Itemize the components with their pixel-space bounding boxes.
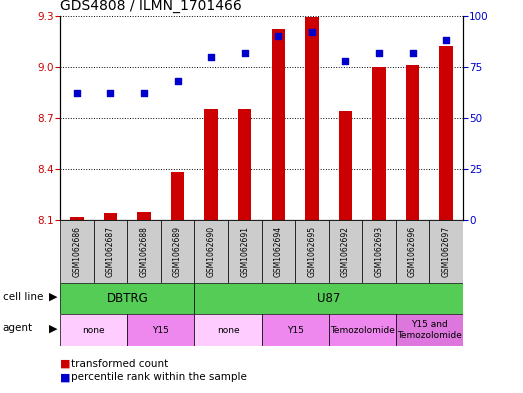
Text: GSM1062696: GSM1062696 [408, 226, 417, 277]
Point [375, 50, 383, 56]
Point [241, 50, 249, 56]
Bar [439, 46, 453, 220]
Bar [396, 220, 429, 283]
Bar [406, 65, 419, 220]
Bar [127, 314, 195, 346]
Text: Y15: Y15 [152, 326, 169, 334]
Point [341, 57, 349, 64]
Text: ▶: ▶ [49, 292, 57, 302]
Text: GSM1062692: GSM1062692 [341, 226, 350, 277]
Point [207, 53, 215, 60]
Bar [372, 67, 385, 220]
Text: GSM1062687: GSM1062687 [106, 226, 115, 277]
Text: Y15: Y15 [287, 326, 303, 334]
Bar [171, 173, 184, 220]
Bar [60, 314, 127, 346]
Bar [204, 109, 218, 220]
Text: ■: ■ [60, 358, 71, 369]
Text: percentile rank within the sample: percentile rank within the sample [71, 372, 246, 382]
Bar [328, 314, 396, 346]
Text: ■: ■ [60, 372, 71, 382]
Text: GDS4808 / ILMN_1701466: GDS4808 / ILMN_1701466 [60, 0, 242, 13]
Bar [305, 17, 319, 220]
Bar [339, 111, 352, 220]
Bar [104, 213, 117, 220]
Text: GSM1062695: GSM1062695 [308, 226, 316, 277]
Bar [429, 220, 463, 283]
Text: GSM1062688: GSM1062688 [140, 226, 149, 277]
Text: DBTRG: DBTRG [106, 292, 148, 305]
Point [408, 50, 417, 56]
Bar [228, 220, 262, 283]
Text: none: none [83, 326, 105, 334]
Point [308, 29, 316, 35]
Text: transformed count: transformed count [71, 358, 168, 369]
Bar [138, 211, 151, 220]
Text: GSM1062694: GSM1062694 [274, 226, 283, 277]
Bar [362, 220, 396, 283]
Point [442, 37, 450, 43]
Bar [396, 314, 463, 346]
Bar [195, 314, 262, 346]
Text: ▶: ▶ [49, 323, 57, 333]
Point [106, 90, 115, 97]
Text: cell line: cell line [3, 292, 43, 302]
Text: Y15 and
Temozolomide: Y15 and Temozolomide [397, 320, 462, 340]
Text: GSM1062689: GSM1062689 [173, 226, 182, 277]
Text: GSM1062693: GSM1062693 [374, 226, 383, 277]
Bar [328, 220, 362, 283]
Text: U87: U87 [317, 292, 340, 305]
Text: GSM1062690: GSM1062690 [207, 226, 215, 277]
Bar [70, 217, 84, 220]
Bar [161, 220, 195, 283]
Bar [262, 314, 328, 346]
Bar [195, 220, 228, 283]
Text: GSM1062691: GSM1062691 [240, 226, 249, 277]
Bar [295, 220, 328, 283]
Bar [60, 220, 94, 283]
Text: none: none [217, 326, 239, 334]
Bar [127, 220, 161, 283]
Bar [262, 220, 295, 283]
Text: GSM1062686: GSM1062686 [72, 226, 82, 277]
Text: GSM1062697: GSM1062697 [441, 226, 451, 277]
Bar [271, 29, 285, 220]
Bar [60, 283, 195, 314]
Point [140, 90, 148, 97]
Text: agent: agent [3, 323, 33, 333]
Text: Temozolomide: Temozolomide [329, 326, 395, 334]
Point [174, 78, 182, 84]
Point [274, 33, 282, 39]
Bar [238, 109, 252, 220]
Bar [94, 220, 127, 283]
Point [73, 90, 81, 97]
Bar [195, 283, 463, 314]
